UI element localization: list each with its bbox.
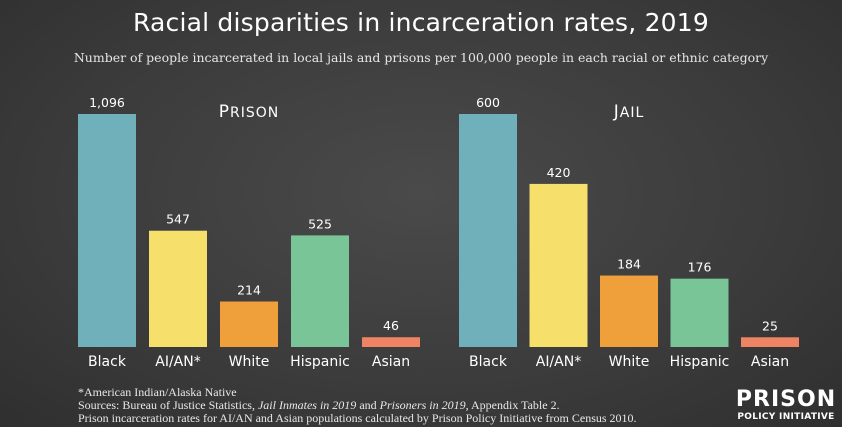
bar	[741, 337, 799, 347]
category-label: AI/AN*	[155, 354, 200, 370]
chart-title: Racial disparities in incarceration rate…	[132, 8, 709, 37]
data-label: 25	[762, 318, 778, 333]
footnote-definition: *American Indian/Alaska Native	[78, 385, 237, 399]
footnote-sources: Sources: Bureau of Justice Statistics, J…	[78, 399, 758, 412]
data-label: 176	[688, 260, 712, 275]
chart-subtitle: Number of people incarcerated in local j…	[73, 50, 769, 65]
data-label: 1,096	[89, 95, 125, 110]
data-label: 525	[308, 216, 332, 231]
category-label: Black	[88, 354, 127, 370]
data-label: 420	[547, 165, 571, 180]
panel-prison: PRISON 1,096 Black 547 AI/AN* 214 White 525 Hisp…	[78, 95, 420, 370]
bar	[600, 275, 658, 347]
prison-policy-initiative-logo: PRISON POLICY INITIATIVE	[733, 388, 839, 423]
source-title-jail: Jail Inmates in 2019	[257, 398, 357, 412]
footnote-method: Prison incarceration rates for AI/AN and…	[78, 411, 637, 425]
sources-suffix: , Appendix Table 2.	[465, 398, 560, 412]
data-label: 547	[166, 212, 190, 227]
category-label: Asian	[372, 354, 410, 370]
category-label: Asian	[751, 354, 789, 370]
panel-label: JAIL	[613, 102, 645, 122]
sources-mid: and	[356, 398, 380, 412]
bar	[78, 114, 136, 347]
bar	[459, 114, 517, 347]
bar	[220, 301, 278, 347]
bar	[362, 337, 420, 347]
bar-charts: PRISON 1,096 Black 547 AI/AN* 214 White 525 Hisp…	[78, 95, 799, 370]
data-label: 46	[383, 318, 399, 333]
footnote: *American Indian/Alaska Native Sources: …	[78, 386, 758, 425]
logo-subtitle: POLICY INITIATIVE	[737, 412, 835, 422]
sources-prefix: Sources: Bureau of Justice Statistics,	[78, 398, 258, 412]
data-label: 214	[237, 283, 261, 298]
data-label: 600	[476, 95, 500, 110]
category-label: White	[229, 354, 270, 370]
category-label: AI/AN*	[536, 354, 581, 370]
logo-word: PRISON	[735, 387, 837, 412]
panel-label: PRISON	[219, 102, 280, 122]
bar	[529, 183, 588, 347]
data-label: 184	[617, 257, 641, 272]
bar	[670, 278, 729, 347]
bar	[149, 230, 207, 347]
category-label: Hispanic	[290, 354, 350, 370]
category-label: Hispanic	[670, 354, 730, 370]
source-title-prison: Prisoners in 2019	[379, 398, 466, 412]
category-label: White	[609, 354, 650, 370]
bar	[291, 235, 349, 347]
category-label: Black	[469, 354, 508, 370]
panel-jail: JAIL 600 Black 420 AI/AN* 184 White 176 Hispanic…	[459, 95, 799, 370]
